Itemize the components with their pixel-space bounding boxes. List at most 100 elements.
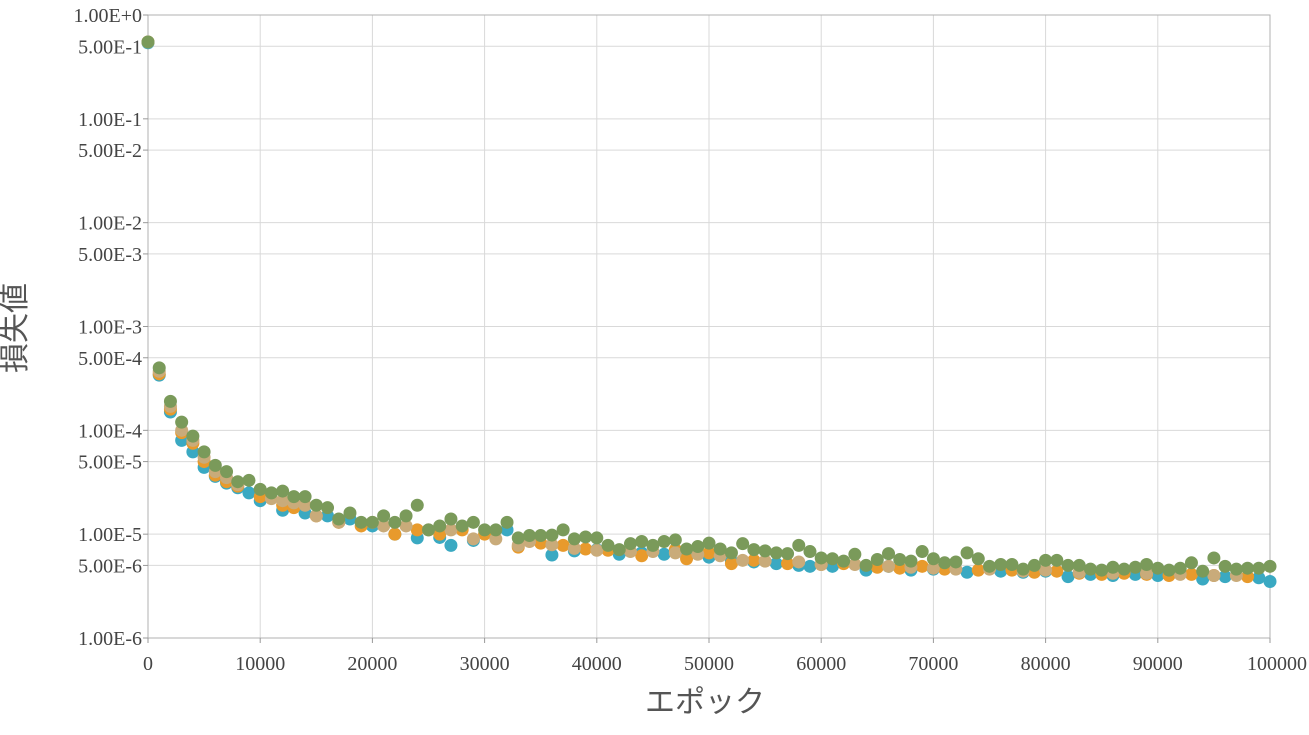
data-point [444, 523, 458, 537]
data-point [769, 546, 783, 560]
data-point [724, 546, 738, 560]
data-point [1061, 558, 1075, 572]
data-point [590, 531, 604, 545]
x-tick-label: 40000 [572, 653, 622, 675]
data-point [332, 512, 346, 526]
data-point [466, 515, 480, 529]
data-point [926, 561, 940, 575]
y-axis-title: 損失値 [0, 283, 33, 373]
data-point [960, 565, 974, 579]
data-point [792, 555, 806, 569]
data-point [220, 465, 234, 479]
data-point [388, 527, 402, 541]
data-point [882, 559, 896, 573]
data-point [893, 553, 907, 567]
data-point [545, 548, 559, 562]
data-point [1151, 561, 1165, 575]
data-point [859, 558, 873, 572]
y-tick-label: 5.00E-6 [78, 555, 142, 577]
data-point [1140, 558, 1154, 572]
data-point [522, 529, 536, 543]
data-point [500, 515, 514, 529]
data-point [1050, 553, 1064, 567]
data-point [983, 559, 996, 573]
data-point [758, 554, 772, 568]
data-point [713, 542, 727, 556]
data-point [388, 515, 402, 529]
data-point [264, 486, 278, 500]
data-point [309, 498, 323, 512]
y-tick-label: 1.00E+0 [74, 5, 143, 27]
data-point [960, 546, 974, 560]
data-point [792, 538, 806, 552]
data-point [1241, 561, 1255, 575]
y-tick-label: 1.00E-6 [78, 628, 142, 650]
data-point [1016, 562, 1030, 576]
data-point [399, 519, 413, 533]
data-point [1263, 559, 1277, 573]
data-point [152, 361, 166, 375]
y-tick-label: 1.00E-1 [78, 109, 142, 131]
y-tick-label: 1.00E-2 [78, 213, 142, 235]
data-point [1050, 564, 1064, 578]
data-point [478, 523, 492, 537]
data-point [466, 532, 480, 546]
y-tick-label: 1.00E-5 [78, 524, 142, 546]
data-point [971, 563, 985, 577]
data-point [175, 415, 189, 429]
data-point [1207, 551, 1221, 565]
data-point [1061, 570, 1075, 584]
y-tick-label: 1.00E-4 [78, 420, 142, 442]
data-point [1106, 560, 1120, 574]
data-point [736, 553, 750, 567]
data-point [949, 555, 963, 569]
x-tick-label: 90000 [1133, 653, 1183, 675]
data-point [1173, 561, 1187, 575]
data-point [556, 523, 570, 537]
y-axis-ticks: 1.00E+0 5.00E-1 1.00E-1 5.00E-2 1.00E-2 5.00E… [74, 5, 148, 650]
data-point [422, 523, 435, 537]
data-point [1207, 568, 1221, 582]
data-point [298, 490, 312, 504]
data-point [253, 482, 267, 496]
data-points [141, 35, 1277, 589]
data-point [904, 554, 918, 568]
data-point [1252, 561, 1266, 575]
data-point [556, 538, 570, 552]
data-point [365, 515, 379, 529]
y-tick-label: 1.00E-3 [78, 317, 142, 339]
data-point [141, 35, 155, 49]
data-point [915, 545, 929, 559]
data-point [579, 542, 593, 556]
data-point [231, 475, 245, 489]
x-tick-label: 0 [143, 653, 153, 675]
x-tick-label: 30000 [460, 653, 510, 675]
data-point [545, 528, 559, 542]
data-point [938, 556, 952, 570]
x-tick-label: 70000 [908, 653, 958, 675]
data-point [1252, 571, 1266, 585]
data-point [1083, 562, 1097, 576]
data-point [803, 559, 817, 573]
data-point [635, 534, 649, 548]
data-point [1229, 562, 1243, 576]
data-point [702, 536, 716, 550]
data-point [343, 506, 357, 520]
data-point [926, 552, 940, 566]
data-point [758, 544, 772, 558]
data-point [691, 540, 705, 554]
data-point [612, 543, 626, 557]
data-point [1196, 564, 1210, 578]
data-point [321, 501, 335, 515]
data-point [1162, 563, 1176, 577]
data-point [1128, 560, 1142, 574]
data-point [276, 494, 290, 508]
data-point [848, 547, 862, 561]
data-point [803, 545, 817, 559]
data-point [590, 543, 604, 557]
data-point [287, 490, 301, 504]
y-tick-label: 5.00E-1 [78, 36, 142, 58]
data-point [769, 557, 783, 571]
y-tick-label: 5.00E-2 [78, 140, 142, 162]
data-point [511, 531, 525, 545]
